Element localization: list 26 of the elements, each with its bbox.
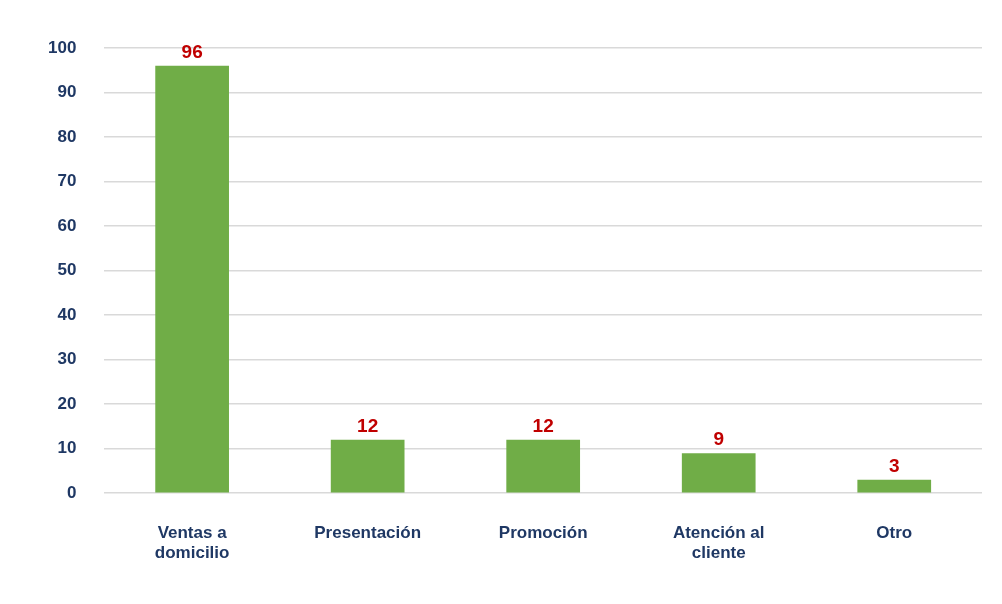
y-tick-label: 80 — [57, 126, 77, 146]
x-tick-label: Atención al cliente — [672, 523, 765, 563]
y-tick-label: 30 — [57, 349, 77, 369]
y-tick-label: 0 — [66, 482, 77, 502]
y-tick-label: 40 — [57, 304, 77, 324]
data-label: 96 — [181, 40, 203, 62]
y-tick-label: 90 — [57, 82, 77, 102]
data-label: 12 — [532, 414, 554, 436]
y-tick-label: 50 — [57, 260, 77, 280]
data-label: 12 — [357, 414, 379, 436]
data-label: 3 — [888, 454, 900, 476]
x-tick-label: Promoción — [498, 523, 588, 543]
x-tick-label: Presentación — [314, 523, 422, 543]
y-tick-label: 10 — [57, 438, 77, 458]
bar — [857, 479, 932, 493]
bar — [330, 439, 405, 493]
data-label: 9 — [713, 427, 724, 449]
bar — [506, 439, 581, 493]
y-tick-label: 60 — [57, 215, 77, 235]
x-tick-label: Ventas a domicilio — [154, 523, 230, 563]
bar — [155, 65, 229, 493]
y-tick-label: 100 — [47, 37, 77, 57]
y-tick-label: 20 — [57, 393, 77, 413]
x-tick-label: Otro — [876, 523, 913, 543]
bar — [681, 453, 756, 493]
y-tick-label: 70 — [57, 171, 77, 191]
